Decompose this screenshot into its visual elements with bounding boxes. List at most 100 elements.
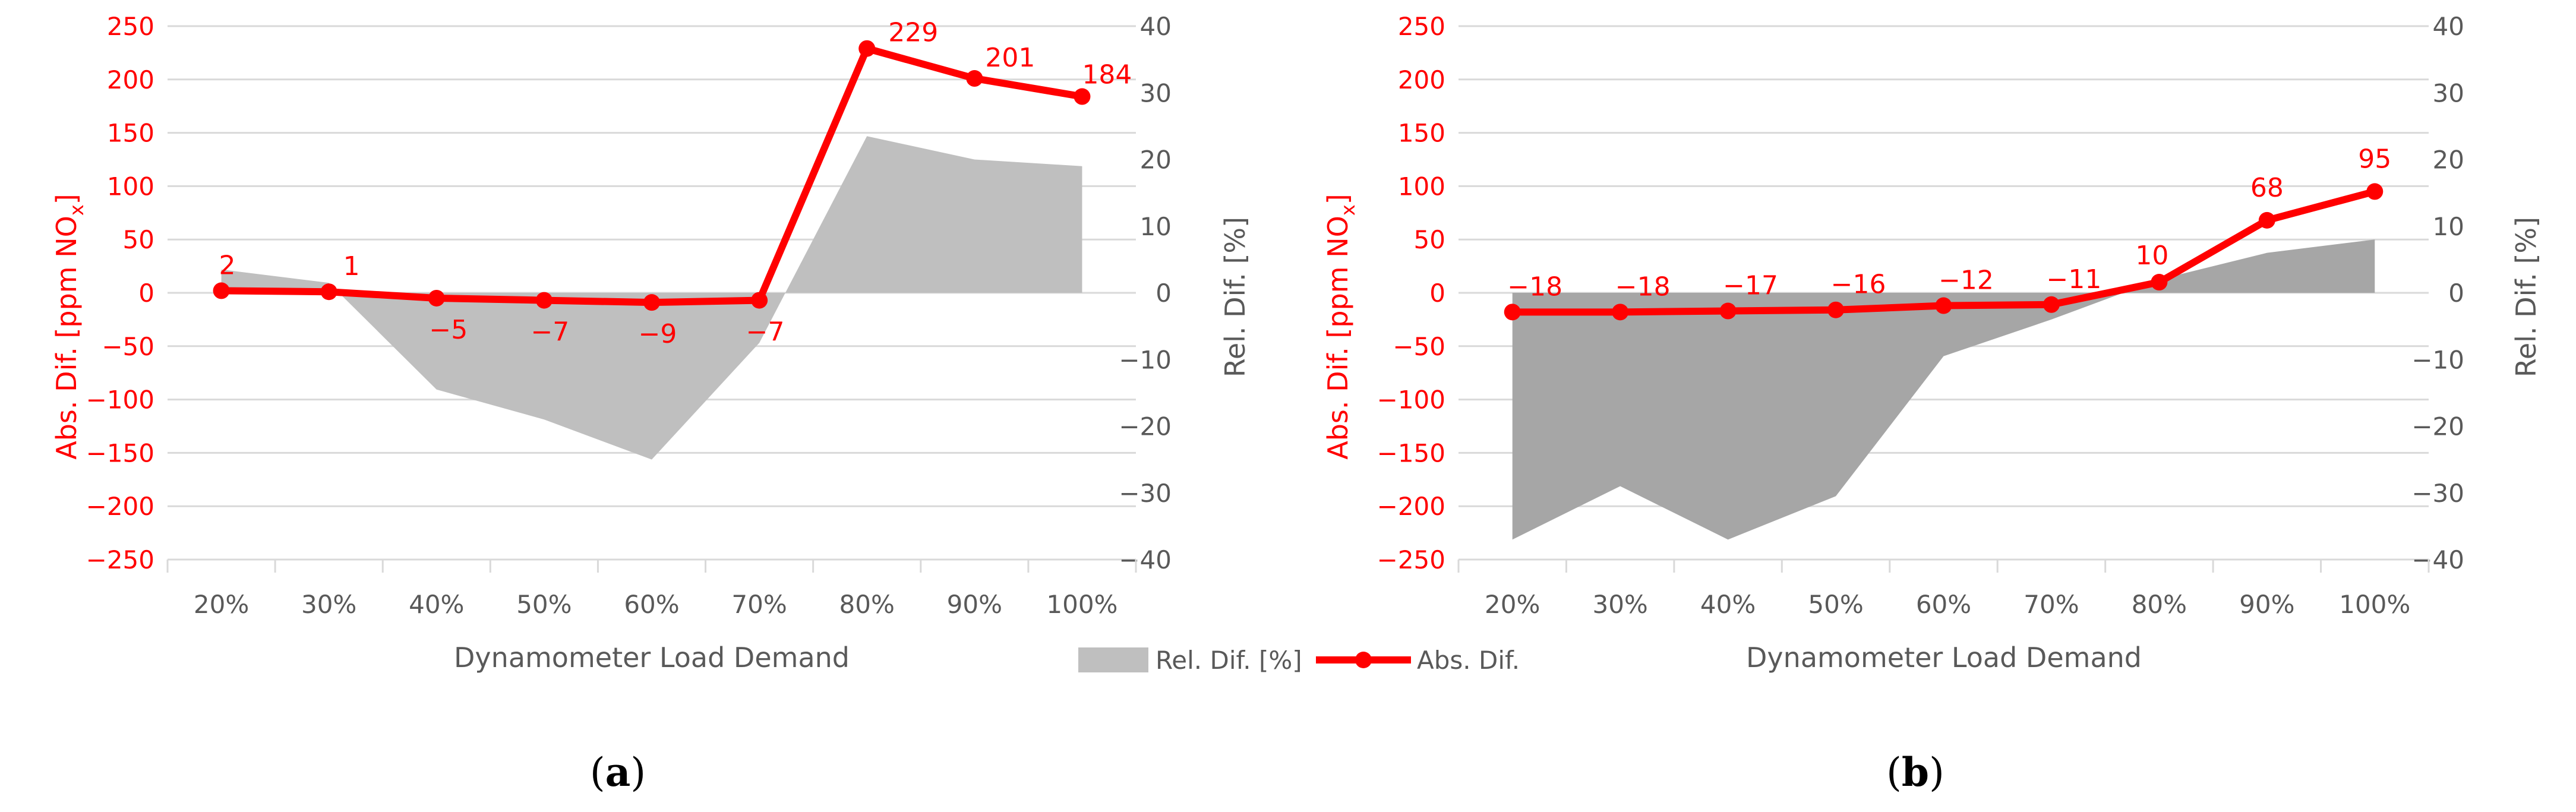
x-axis-ticks: 20% 30% 40% 50% 60% 70% 80% 90% 100%	[166, 560, 1137, 619]
data-labels: −18 −18 −17 −16 −12 −11 10 68 95	[1507, 144, 2391, 302]
right-tick-label: −30	[1119, 479, 1172, 508]
abs-dif-line	[213, 40, 1091, 311]
x-tick-label: 50%	[516, 590, 572, 619]
right-axis-title: Rel. Dif. [%]	[1219, 217, 1251, 377]
data-label: 10	[2135, 241, 2168, 271]
left-tick-label: −200	[1377, 492, 1445, 521]
data-label: −7	[746, 317, 785, 347]
data-label: 229	[888, 18, 938, 48]
left-tick-label: 150	[107, 119, 154, 148]
data-label: 1	[343, 251, 360, 282]
legend-abs-marker	[1355, 652, 1372, 668]
data-label: −12	[1939, 266, 1994, 296]
left-tick-label: 200	[107, 65, 154, 94]
legend-rel-swatch	[1078, 647, 1148, 672]
x-axis-ticks: 20% 30% 40% 50% 60% 70% 80% 90% 100%	[1457, 560, 2430, 619]
abs-dif-point	[643, 294, 660, 311]
right-tick-label: −20	[2411, 412, 2464, 441]
abs-dif-point	[320, 283, 337, 301]
right-tick-label: −10	[1119, 345, 1172, 374]
x-tick-label: 40%	[1700, 590, 1756, 619]
abs-dif-point	[535, 292, 553, 309]
left-tick-label: 100	[107, 172, 154, 201]
left-tick-label: 0	[1429, 279, 1445, 308]
left-tick-label: −50	[1393, 332, 1445, 361]
data-label: −16	[1831, 270, 1886, 300]
right-tick-label: −40	[2411, 545, 2464, 574]
x-tick-label: 90%	[2239, 590, 2294, 619]
data-label: 184	[1082, 60, 1132, 90]
data-label: 201	[985, 43, 1035, 73]
abs-dif-point	[2366, 183, 2384, 200]
data-label: 95	[2358, 144, 2391, 174]
left-tick-label: 250	[107, 12, 154, 41]
right-axis-ticks: 40 30 20 10 0 −10 −20 −30 −40	[2411, 12, 2464, 574]
sub-label-b: (b)	[1886, 749, 1944, 795]
x-tick-label: 70%	[731, 590, 787, 619]
left-tick-label: 200	[1398, 65, 1445, 94]
abs-dif-line	[1504, 183, 2384, 321]
data-labels: 2 1 −5 −7 −9 −7 229 201 184	[219, 18, 1132, 349]
abs-dif-point	[1827, 301, 1845, 318]
left-tick-label: 150	[1398, 119, 1445, 148]
left-tick-label: 50	[1414, 225, 1445, 254]
right-tick-label: 40	[1140, 12, 1172, 41]
x-tick-label: 20%	[1485, 590, 1540, 619]
left-tick-label: −150	[86, 438, 154, 467]
left-tick-label: −50	[102, 332, 154, 361]
x-tick-label: 40%	[409, 590, 464, 619]
x-tick-label: 50%	[1808, 590, 1863, 619]
abs-dif-point	[1074, 88, 1091, 105]
left-tick-label: −250	[86, 545, 154, 574]
right-tick-label: 20	[2433, 146, 2464, 175]
abs-dif-point	[2043, 296, 2060, 313]
data-label: −7	[531, 317, 569, 347]
right-tick-label: 0	[2448, 279, 2464, 308]
right-tick-label: 10	[1140, 212, 1172, 241]
data-label: −11	[2047, 264, 2102, 295]
data-label: −5	[429, 315, 468, 345]
abs-dif-point	[213, 282, 230, 299]
x-tick-label: 60%	[624, 590, 679, 619]
left-tick-label: 250	[1398, 12, 1445, 41]
abs-dif-point	[1504, 304, 1521, 321]
x-tick-label: 80%	[2132, 590, 2187, 619]
abs-dif-point	[1612, 304, 1629, 321]
x-tick-label: 30%	[1592, 590, 1647, 619]
data-label: −18	[1615, 271, 1671, 302]
left-axis-ticks: 250 200 150 100 50 0 −50 −100 −150 −200 −250	[86, 12, 154, 574]
abs-dif-point	[751, 292, 768, 309]
x-tick-label: 60%	[1916, 590, 1971, 619]
left-tick-label: −150	[1377, 438, 1445, 467]
legend-abs-label: Abs. Dif.	[1417, 646, 1520, 675]
abs-dif-point	[2258, 211, 2275, 229]
left-tick-label: 50	[123, 225, 154, 254]
left-tick-label: −100	[86, 386, 154, 415]
right-tick-label: 20	[1140, 146, 1172, 175]
abs-dif-point	[1719, 302, 1737, 320]
x-tick-label: 20%	[194, 590, 249, 619]
sub-label-a: (a)	[590, 749, 646, 795]
x-tick-label: 100%	[1046, 590, 1117, 619]
abs-dif-point	[2151, 274, 2168, 291]
right-tick-label: −30	[2411, 479, 2464, 508]
legend-rel-label: Rel. Dif. [%]	[1156, 646, 1302, 675]
abs-dif-point	[428, 289, 445, 307]
left-tick-label: −200	[86, 492, 154, 521]
legend: Rel. Dif. [%] Abs. Dif.	[1078, 646, 1520, 675]
left-tick-label: 0	[138, 279, 154, 308]
data-label: 68	[2250, 173, 2284, 203]
left-tick-label: −250	[1377, 545, 1445, 574]
data-label: −18	[1507, 271, 1562, 302]
x-tick-label: 100%	[2339, 590, 2410, 619]
left-tick-label: 100	[1398, 172, 1445, 201]
abs-dif-point	[858, 40, 876, 57]
x-axis-title: Dynamometer Load Demand	[454, 642, 850, 674]
left-axis-title: Abs. Dif. [ppm NOx]	[50, 194, 88, 459]
x-tick-label: 30%	[301, 590, 356, 619]
right-tick-label: 40	[2433, 12, 2464, 41]
x-tick-label: 70%	[2023, 590, 2079, 619]
right-tick-label: −10	[2411, 345, 2464, 374]
